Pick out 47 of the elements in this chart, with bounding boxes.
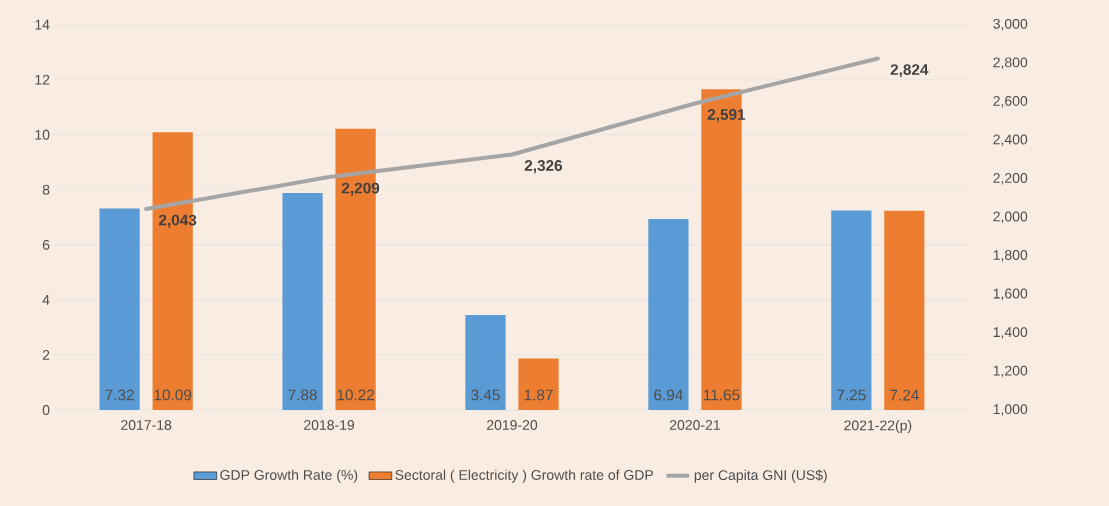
x-tick-label: 2020-21 [669,420,720,430]
x-tick-label: 2019-20 [487,420,538,430]
bar [282,193,323,410]
bar [465,315,506,410]
legend-label: Sectoral ( Electricity ) Growth rate of GDP [395,469,653,483]
y2-tick-label: 2,400 [993,134,1028,147]
x-tick-label: 2017-18 [121,420,172,430]
data-label: 10.09 [154,389,192,401]
data-label: 6.94 [654,389,683,401]
data-label: 3.45 [471,389,500,401]
y-tick-label: 0 [42,405,50,415]
y2-tick-label: 1,000 [993,404,1028,416]
y-tick-label: 6 [42,239,50,250]
data-label: 1.87 [524,389,553,401]
legend-label: per Capita GNI (US$) [694,469,827,483]
y2-tick-label: 1,600 [993,288,1028,301]
y-tick-label: 4 [42,295,50,305]
y-tick-label: 8 [42,184,50,195]
bar [831,210,872,410]
line-series [144,56,880,212]
data-label: 2,326 [524,160,563,174]
y-tick-label: 10 [35,129,50,140]
y2-tick-label: 1,400 [993,327,1028,339]
y2-tick-label: 2,600 [993,95,1028,108]
data-label: 2,824 [890,64,929,78]
data-label: 11.65 [704,389,740,401]
y2-tick-label: 1,800 [993,250,1028,262]
y2-tick-label: 3,000 [993,18,1028,31]
y-tick-label: 2 [42,350,50,360]
bar [648,218,689,410]
y-tick-label: 12 [35,74,50,85]
data-label: 7.32 [105,389,134,401]
data-label: 10.22 [337,389,375,401]
bar [518,358,559,410]
bar [884,210,925,410]
y2-tick-label: 2,200 [993,173,1028,185]
x-tick-label: 2021-22(p) [844,420,912,434]
y-tick-label: 14 [35,19,50,30]
y2-tick-label: 2,800 [993,57,1028,69]
data-label: 7.25 [837,389,866,401]
y2-tick-label: 2,000 [993,211,1028,224]
x-tick-label: 2018-19 [304,420,355,430]
legend-label: GDP Growth Rate (%) [220,469,358,483]
data-label: 7.24 [890,389,919,401]
bar [99,208,140,410]
y2-tick-label: 1,200 [993,365,1028,378]
data-label: 7.88 [288,389,317,401]
